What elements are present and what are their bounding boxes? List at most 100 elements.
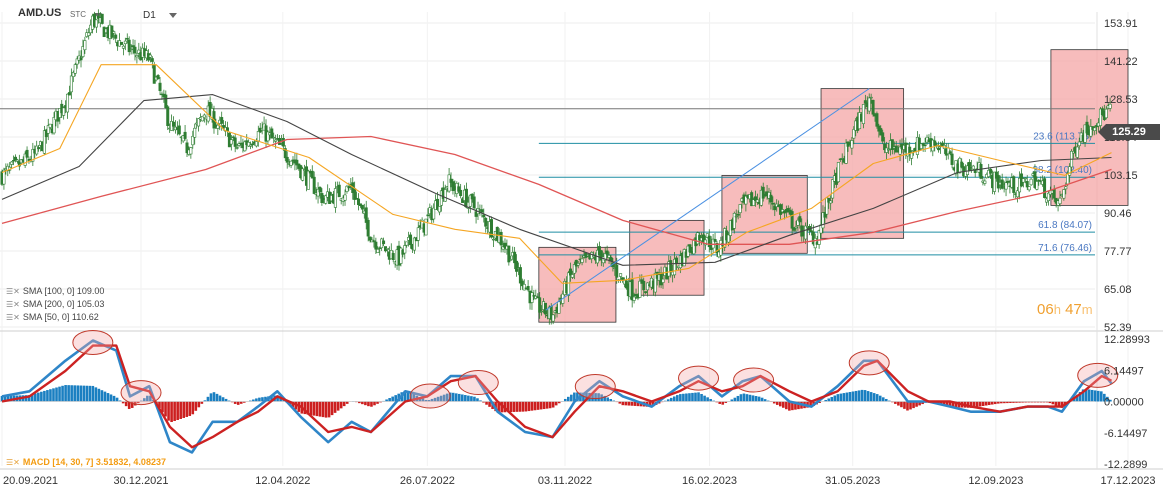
candle-body[interactable] — [886, 148, 890, 151]
candle-body[interactable] — [983, 180, 987, 184]
candle-body[interactable] — [12, 159, 16, 162]
candle-body[interactable] — [1077, 141, 1081, 147]
candle-body[interactable] — [437, 206, 441, 213]
candle-body[interactable] — [15, 159, 19, 162]
candle-body[interactable] — [83, 40, 87, 51]
candle-body[interactable] — [520, 280, 524, 287]
candle-body[interactable] — [869, 96, 873, 99]
candle-body[interactable] — [1075, 146, 1079, 158]
candle-body[interactable] — [827, 197, 831, 203]
candle-body[interactable] — [374, 241, 378, 250]
candle-body[interactable] — [551, 314, 555, 322]
candle-body[interactable] — [256, 131, 260, 142]
candle-body[interactable] — [950, 153, 954, 165]
sma-50-line[interactable] — [1, 64, 1112, 284]
candle-body[interactable] — [114, 34, 118, 39]
indicator-settings-icon[interactable]: ☰✕ — [6, 300, 20, 309]
candle-body[interactable] — [37, 147, 41, 150]
candle-body[interactable] — [191, 135, 195, 146]
candle-body[interactable] — [409, 234, 413, 246]
candle-body[interactable] — [491, 238, 495, 241]
candle-body[interactable] — [229, 139, 233, 145]
candle-body[interactable] — [447, 174, 451, 192]
legend-sma-200[interactable]: ☰✕ SMA [200, 0] 105.03 — [6, 299, 104, 309]
candle-body[interactable] — [270, 128, 274, 139]
candle-body[interactable] — [736, 213, 740, 216]
candle-body[interactable] — [894, 145, 898, 153]
candle-body[interactable] — [518, 267, 522, 284]
candle-body[interactable] — [247, 142, 251, 147]
candle-body[interactable] — [713, 239, 717, 242]
candle-body[interactable] — [121, 45, 125, 49]
candle-body[interactable] — [459, 189, 463, 197]
candle-body[interactable] — [316, 188, 320, 197]
candle-body[interactable] — [603, 253, 607, 261]
candle-body[interactable] — [773, 205, 777, 211]
symbol-label[interactable]: AMD.US — [18, 7, 62, 19]
candle-body[interactable] — [251, 143, 255, 146]
candle-body[interactable] — [127, 39, 131, 53]
candle-body[interactable] — [10, 161, 14, 165]
candle-body[interactable] — [42, 130, 46, 154]
candle-body[interactable] — [580, 258, 584, 263]
candle-body[interactable] — [867, 97, 871, 112]
candle-body[interactable] — [653, 272, 657, 293]
candle-body[interactable] — [495, 226, 499, 241]
candle-body[interactable] — [1035, 181, 1039, 190]
candle-body[interactable] — [66, 93, 70, 113]
macd-highlight-ellipse[interactable] — [848, 350, 890, 376]
candle-body[interactable] — [382, 240, 386, 245]
candle-body[interactable] — [499, 231, 503, 246]
candle-body[interactable] — [172, 121, 176, 127]
candle-body[interactable] — [1043, 178, 1047, 198]
candle-body[interactable] — [403, 245, 407, 254]
candle-body[interactable] — [734, 215, 738, 218]
candle-body[interactable] — [79, 57, 83, 61]
candle-body[interactable] — [87, 32, 91, 36]
candle-body[interactable] — [197, 118, 201, 127]
candle-body[interactable] — [200, 116, 204, 122]
candle-body[interactable] — [166, 106, 170, 126]
candle-body[interactable] — [1000, 179, 1004, 189]
candle-body[interactable] — [125, 38, 129, 40]
candle-body[interactable] — [193, 127, 197, 138]
candle-body[interactable] — [31, 149, 35, 162]
candle-body[interactable] — [133, 46, 137, 54]
candle-body[interactable] — [312, 176, 316, 194]
candle-body[interactable] — [100, 13, 104, 24]
candle-body[interactable] — [890, 139, 894, 150]
candle-body[interactable] — [825, 197, 829, 215]
sma-200-line[interactable] — [1, 135, 1112, 245]
candle-body[interactable] — [744, 195, 748, 205]
indicator-settings-icon[interactable]: ☰✕ — [6, 458, 20, 467]
candle-body[interactable] — [337, 184, 341, 198]
candle-body[interactable] — [1052, 188, 1056, 199]
candle-body[interactable] — [158, 82, 162, 91]
candle-body[interactable] — [792, 227, 796, 231]
candle-body[interactable] — [738, 204, 742, 214]
candle-body[interactable] — [405, 241, 409, 246]
candle-body[interactable] — [1021, 178, 1025, 183]
candle-body[interactable] — [333, 188, 337, 208]
candle-body[interactable] — [301, 168, 305, 181]
timeframe-dropdown-icon[interactable] — [169, 13, 177, 18]
candle-body[interactable] — [871, 99, 875, 115]
candle-body[interactable] — [923, 144, 927, 147]
candle-body[interactable] — [971, 165, 975, 170]
candle-body[interactable] — [811, 231, 815, 245]
candle-body[interactable] — [599, 250, 603, 261]
candle-body[interactable] — [1064, 186, 1068, 190]
timeframe-label[interactable]: D1 — [143, 10, 156, 21]
candle-body[interactable] — [910, 152, 914, 159]
candle-body[interactable] — [443, 189, 447, 202]
candle-body[interactable] — [621, 277, 625, 280]
candle-body[interactable] — [451, 181, 455, 191]
candle-body[interactable] — [272, 136, 276, 139]
candle-body[interactable] — [164, 94, 168, 109]
candle-body[interactable] — [526, 285, 530, 291]
candle-body[interactable] — [881, 132, 885, 142]
candle-body[interactable] — [243, 141, 247, 152]
candle-body[interactable] — [754, 196, 758, 201]
candle-body[interactable] — [771, 202, 775, 205]
candle-body[interactable] — [119, 41, 123, 45]
